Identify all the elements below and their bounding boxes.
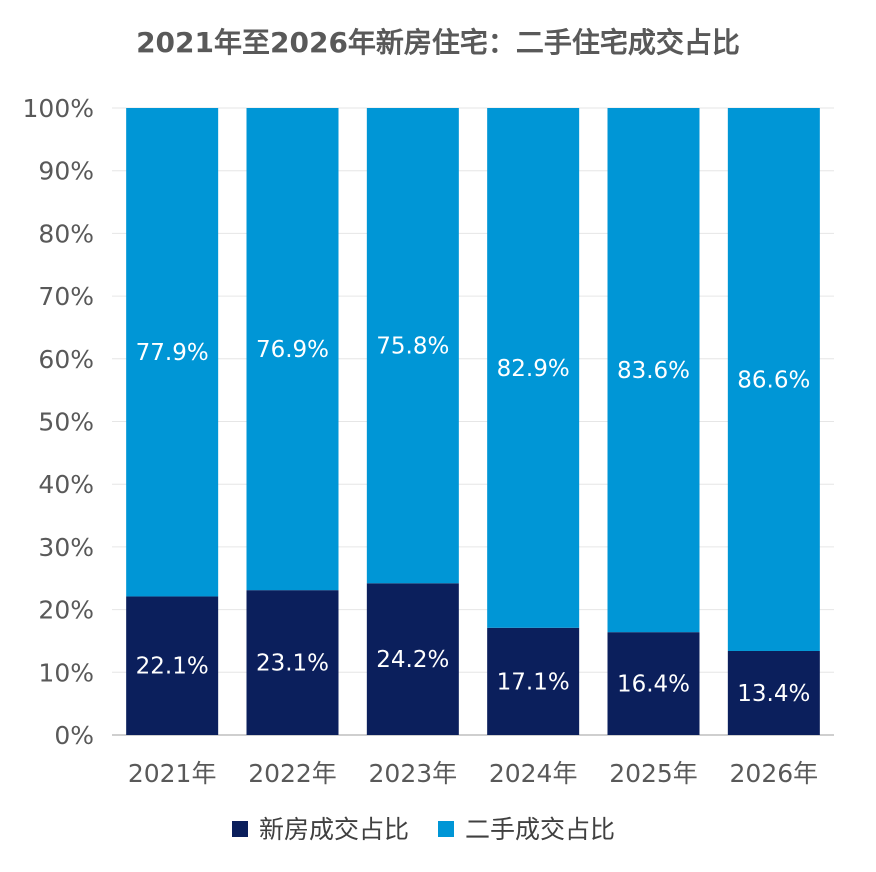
bar-label: 16.4% (617, 672, 690, 698)
y-tick-label: 0% (54, 721, 94, 750)
y-tick-label: 100% (23, 94, 94, 123)
bar-label: 24.2% (376, 647, 449, 673)
bar-new-home-3 (487, 627, 580, 735)
bar-second-hand-2 (366, 108, 459, 584)
y-tick-label: 30% (38, 533, 94, 562)
x-category-label: 2026年 (730, 759, 819, 788)
bar-label: 17.1% (497, 669, 570, 695)
bar-new-home-1 (246, 590, 339, 735)
bar-label: 23.1% (256, 651, 329, 677)
legend-swatch-1 (438, 821, 454, 837)
bar-new-home-2 (366, 583, 459, 735)
bar-new-home-0 (126, 596, 219, 735)
x-category-label: 2022年 (248, 759, 337, 788)
x-category-label: 2024年 (489, 759, 578, 788)
legend-label: 二手成交占比 (465, 815, 615, 844)
bar-label: 13.4% (737, 681, 810, 707)
chart-title: 2021年至2026年新房住宅：二手住宅成交占比 (136, 26, 740, 59)
y-tick-label: 60% (38, 345, 94, 374)
x-axis-categories: 2021年 2022年 2023年 2024年 2025年 2026年 (128, 759, 818, 788)
x-category-label: 2023年 (369, 759, 458, 788)
bar-label: 22.1% (136, 654, 209, 680)
y-tick-label: 10% (38, 658, 94, 687)
x-category-label: 2021年 (128, 759, 217, 788)
bar-second-hand-0 (126, 108, 219, 597)
bar-labels: 22.1% 77.9% 23.1% 76.9% 24.2% 75.8% 17.1% 82.9%… (136, 334, 811, 707)
y-axis-ticks: 0% 10% 20% 30% 40% 50% 60% 70% 80% 90% 100% (23, 94, 94, 750)
bar-new-home-4 (607, 632, 700, 735)
bar-label: 82.9% (497, 356, 570, 382)
bar-label: 77.9% (136, 340, 209, 366)
bar-second-hand-1 (246, 108, 339, 591)
bar-label: 86.6% (737, 367, 810, 393)
y-tick-label: 80% (38, 219, 94, 248)
bar-label: 83.6% (617, 358, 690, 384)
y-tick-label: 90% (38, 157, 94, 186)
bar-second-hand-5 (727, 108, 820, 651)
bar-second-hand-3 (487, 108, 580, 628)
x-category-label: 2025年 (609, 759, 698, 788)
bar-label: 75.8% (376, 334, 449, 360)
y-tick-label: 50% (38, 408, 94, 437)
legend: 新房成交占比 二手成交占比 (232, 815, 615, 844)
y-tick-label: 40% (38, 470, 94, 499)
y-tick-label: 70% (38, 282, 94, 311)
bar-second-hand-4 (607, 108, 700, 633)
y-tick-label: 20% (38, 596, 94, 625)
grid-lines (112, 107, 834, 736)
bars (126, 108, 820, 735)
legend-swatch-0 (232, 821, 248, 837)
legend-label: 新房成交占比 (259, 815, 409, 844)
bar-label: 76.9% (256, 337, 329, 363)
bar-new-home-5 (727, 650, 820, 735)
